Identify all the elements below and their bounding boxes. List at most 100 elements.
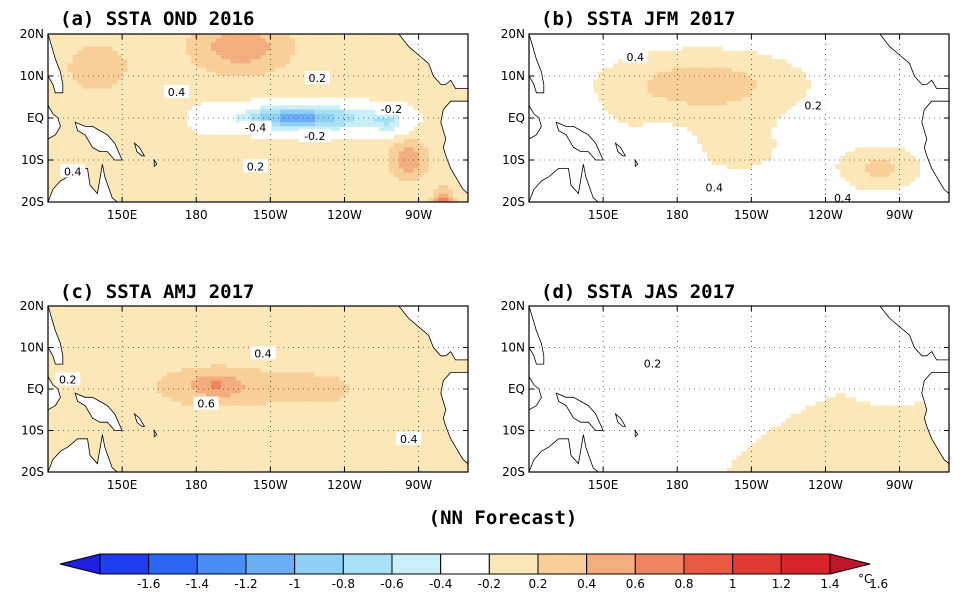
svg-text:-0.2: -0.2 xyxy=(381,103,402,116)
colorbar-bin xyxy=(780,553,831,575)
colorbar-tick-label: -0.2 xyxy=(478,577,501,591)
contour-label: 0.4 xyxy=(701,180,727,194)
land-mass xyxy=(48,306,64,365)
land-mass xyxy=(133,412,146,427)
colorbar-bin xyxy=(342,553,393,575)
contour-label: 0.4 xyxy=(396,431,422,446)
contour-label: 0.2 xyxy=(304,71,330,85)
colorbar-tick-label: 1 xyxy=(729,577,737,591)
lon-tick-label: 180 xyxy=(185,478,208,492)
land-mass xyxy=(48,164,118,202)
svg-text:0.4: 0.4 xyxy=(706,181,724,194)
svg-text:-0.2: -0.2 xyxy=(304,130,325,143)
lat-tick-label: 20N xyxy=(501,27,525,41)
svg-text:0.2: 0.2 xyxy=(309,72,327,85)
colorbar-bin xyxy=(537,553,588,575)
contour-label: 0.2 xyxy=(640,356,666,370)
colorbar-tick-label: -1.6 xyxy=(137,577,160,591)
land-mass xyxy=(440,100,468,195)
land-mass xyxy=(529,104,542,140)
svg-text:0.4: 0.4 xyxy=(168,86,186,99)
land-mass xyxy=(48,34,64,94)
colorbar: -1.6 -1.4 -1.2 -1 -0.8 -0.6 -0.4 -0.2 0.2 0.4 0.6 0… xyxy=(59,553,888,591)
colorbar-tick-label: 1.4 xyxy=(820,577,839,591)
panel-title-b: (b) SSTA JFM 2017 xyxy=(541,8,735,30)
colorbar-bin xyxy=(732,553,782,575)
land-mass xyxy=(634,429,639,438)
lat-tick-label: 20S xyxy=(21,465,44,479)
lon-tick-label: 150W xyxy=(734,478,769,492)
svg-text:0.4: 0.4 xyxy=(64,165,82,178)
lat-tick-label: 10S xyxy=(502,424,525,438)
land-mass xyxy=(921,371,949,465)
contour-label: 0.2 xyxy=(800,98,826,112)
forecast-label: (NN Forecast) xyxy=(429,507,578,529)
lat-tick-label: EQ xyxy=(27,382,44,396)
svg-text:0.4: 0.4 xyxy=(626,51,644,64)
land-mass xyxy=(529,434,599,472)
lat-tick-label: 10N xyxy=(20,69,44,83)
colorbar-bin xyxy=(488,553,539,575)
colorbar-tick-label: 0.4 xyxy=(577,577,596,591)
lon-tick-label: 180 xyxy=(666,478,689,492)
lat-tick-label: 20N xyxy=(20,27,44,41)
contour-label: 0.6 xyxy=(193,396,219,411)
lon-tick-label: 120W xyxy=(327,478,362,492)
lon-tick-label: 150W xyxy=(734,208,769,222)
land-mass xyxy=(879,34,949,89)
lat-tick-label: EQ xyxy=(27,111,44,125)
contour-label: 0.4 xyxy=(163,84,189,99)
panel-d-jas-2017: (d) SSTA JAS 2017 0.2 20N 10N EQ 10S 20S 150E 1… xyxy=(501,281,950,492)
svg-text:0.2: 0.2 xyxy=(247,160,265,173)
lat-tick-label: 10S xyxy=(502,153,525,167)
colorbar-bin xyxy=(683,553,734,575)
land-mass xyxy=(48,104,61,140)
contour-label: 0.2 xyxy=(243,159,269,173)
contour-label: 0.4 xyxy=(622,50,648,64)
lon-tick-label: 150W xyxy=(253,478,288,492)
panel-title-c: (c) SSTA AMJ 2017 xyxy=(60,281,254,303)
lon-tick-label: 150E xyxy=(107,478,138,492)
colorbar-tick-label: -1.2 xyxy=(234,577,257,591)
lon-tick-label: 120W xyxy=(808,478,843,492)
land-mass xyxy=(555,392,604,431)
land-mass xyxy=(529,375,542,411)
colorbar-bin xyxy=(634,553,685,575)
land-mass xyxy=(614,412,627,427)
colorbar-tick-label: -1 xyxy=(289,577,301,591)
svg-text:0.4: 0.4 xyxy=(834,192,852,205)
land-mass xyxy=(48,434,118,472)
sst-field xyxy=(529,34,949,202)
land-mass xyxy=(879,306,949,361)
colorbar-tick-label: -1.4 xyxy=(186,577,209,591)
colorbar-bin xyxy=(99,553,150,575)
lon-tick-label: 150E xyxy=(107,208,138,222)
contour-label: -0.2 xyxy=(298,129,331,143)
panel-title-a: (a) SSTA OND 2016 xyxy=(60,8,254,30)
lon-tick-label: 120W xyxy=(327,208,362,222)
lon-tick-label: 150E xyxy=(588,208,619,222)
land-mass xyxy=(153,158,158,168)
land-mass xyxy=(529,34,545,94)
lat-tick-label: 20S xyxy=(502,465,525,479)
land-mass xyxy=(614,142,627,157)
lat-tick-label: 20S xyxy=(21,195,44,209)
land-mass xyxy=(634,158,639,168)
colorbar-tick-label: -0.4 xyxy=(429,577,452,591)
lon-tick-label: 90W xyxy=(886,478,913,492)
colorbar-bin xyxy=(391,553,442,575)
svg-text:-0.4: -0.4 xyxy=(245,122,266,135)
panel-c-amj-2017: (c) SSTA AMJ 2017 0.4 0.2 0.6 0.4 20N 10N EQ 10… xyxy=(20,281,469,492)
lon-tick-label: 120W xyxy=(808,208,843,222)
colorbar-bin xyxy=(586,553,636,575)
land-mass xyxy=(48,375,61,411)
lon-tick-label: 180 xyxy=(666,208,689,222)
land-mass xyxy=(440,371,468,465)
lat-tick-label: 10N xyxy=(20,341,44,355)
lon-tick-label: 90W xyxy=(886,208,913,222)
colorbar-tick-label: 0.6 xyxy=(626,577,645,591)
lon-tick-label: 90W xyxy=(405,208,432,222)
sst-field xyxy=(529,306,949,472)
lon-tick-label: 150W xyxy=(253,208,288,222)
